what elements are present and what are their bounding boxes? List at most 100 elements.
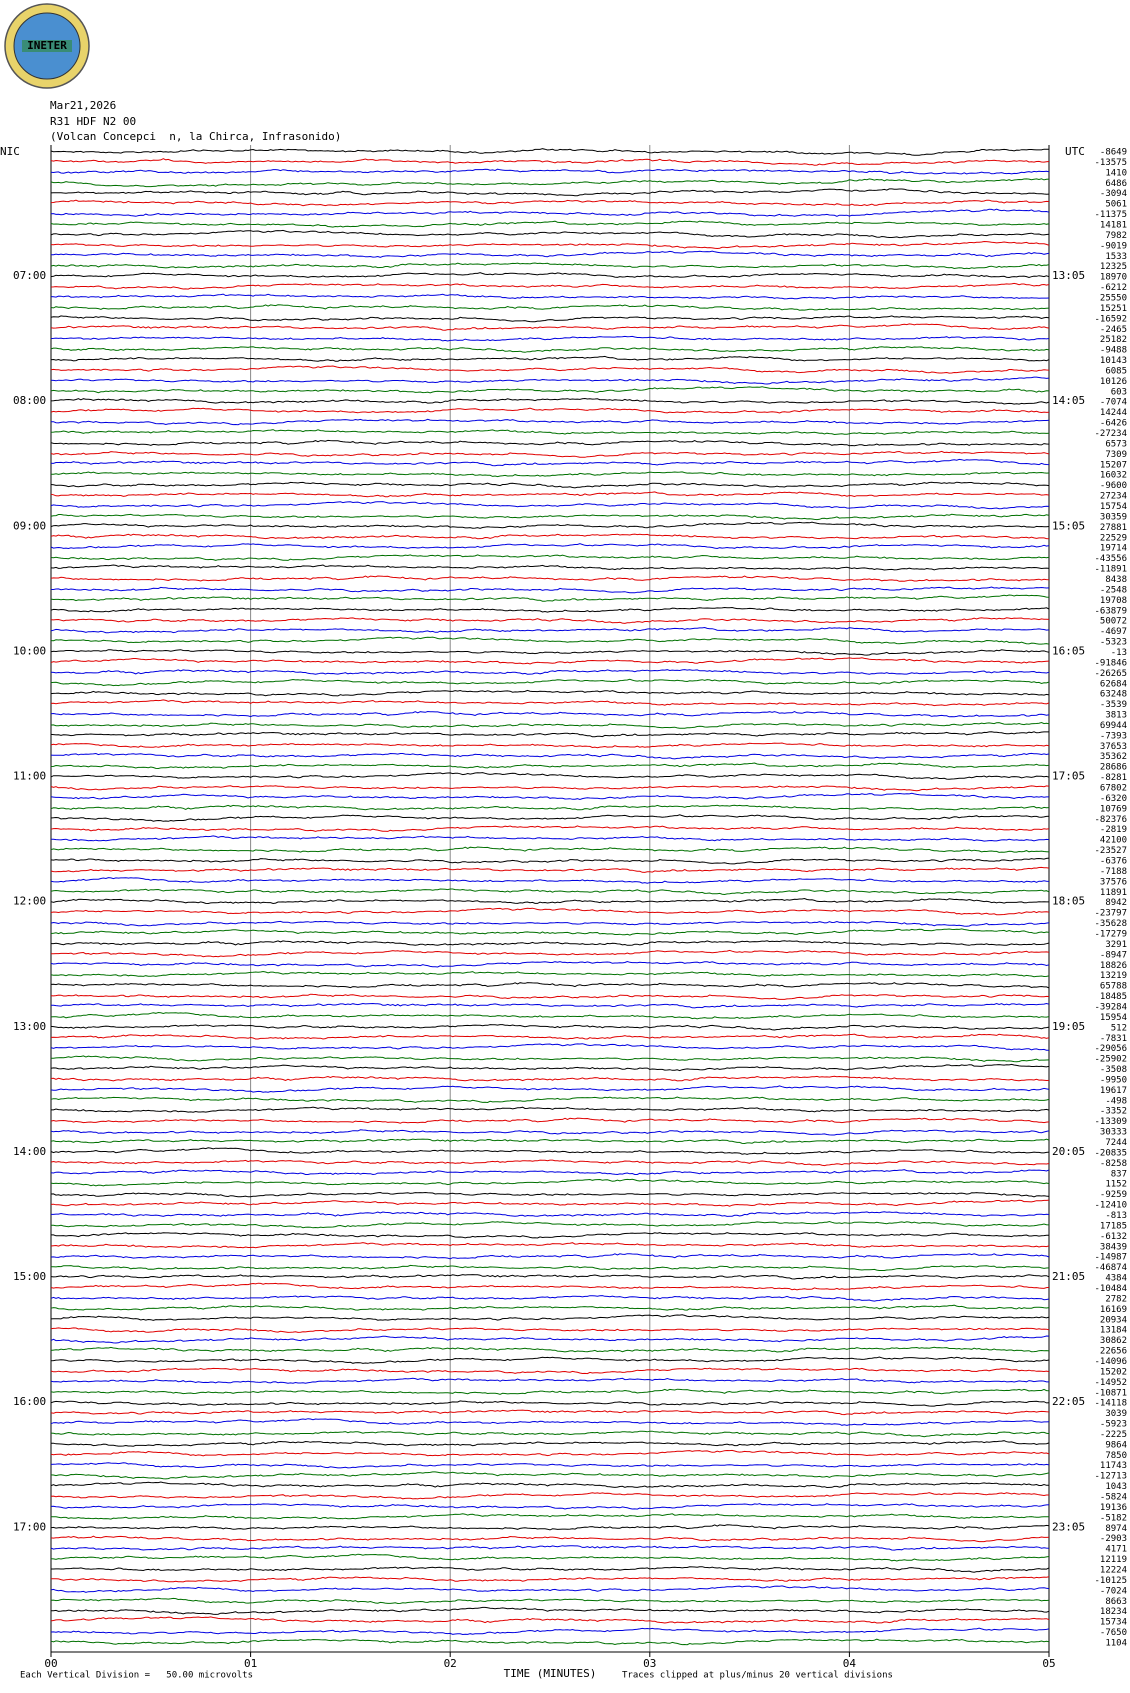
trace [50, 1314, 1050, 1321]
trace-offset: 63248 [1100, 690, 1127, 700]
trace [50, 315, 1050, 323]
trace-offset: -3352 [1100, 1107, 1127, 1117]
trace [50, 1576, 1050, 1583]
trace-offset: -6320 [1100, 794, 1127, 804]
trace [51, 1440, 1050, 1447]
trace [50, 617, 1050, 624]
trace-offset: 8974 [1105, 1524, 1127, 1534]
x-tick-label: 03 [643, 1657, 656, 1670]
trace [50, 857, 1050, 865]
trace [50, 804, 1050, 811]
trace-offset: -91846 [1094, 658, 1127, 668]
trace-offset: -7024 [1100, 1586, 1127, 1596]
trace [50, 1242, 1050, 1249]
trace [50, 877, 1050, 884]
trace [50, 1169, 1050, 1176]
trace-offset: -8258 [1100, 1159, 1127, 1169]
trace-offset: 4384 [1105, 1274, 1127, 1284]
trace [50, 1085, 1050, 1093]
trace [50, 1462, 1050, 1469]
logo-text: INETER [27, 39, 67, 52]
trace [51, 940, 1050, 946]
trace [50, 1011, 1050, 1020]
trace-offset: 12224 [1100, 1566, 1127, 1576]
trace-offset: 1104 [1105, 1639, 1127, 1649]
trace-offset: -14096 [1094, 1357, 1127, 1367]
trace-offset: 22656 [1100, 1347, 1127, 1357]
trace [50, 168, 1050, 175]
trace [50, 250, 1050, 258]
right-hour: 17:05 [1052, 770, 1085, 783]
trace [50, 721, 1050, 729]
trace-offset: 15754 [1100, 502, 1127, 512]
trace-offset: 9864 [1105, 1440, 1127, 1450]
trace-offset: 18234 [1100, 1607, 1127, 1617]
trace-offset: -14987 [1094, 1253, 1127, 1263]
trace [50, 1430, 1050, 1438]
trace [50, 1159, 1050, 1167]
trace-offset: 10126 [1100, 377, 1127, 387]
trace [50, 1147, 1050, 1155]
trace [50, 1471, 1050, 1480]
trace-offset: -813 [1105, 1211, 1127, 1221]
trace [50, 1138, 1050, 1145]
trace-offset: 65788 [1100, 982, 1127, 992]
trace-offset: -4697 [1100, 627, 1127, 637]
trace [50, 481, 1050, 489]
trace [50, 785, 1050, 792]
logo: INETER [4, 3, 90, 89]
trace [51, 1264, 1050, 1271]
trace-offset: -3508 [1100, 1065, 1127, 1075]
trace [50, 564, 1050, 571]
trace [50, 262, 1050, 270]
trace [50, 1418, 1050, 1426]
right-hour: 21:05 [1052, 1270, 1085, 1283]
trace [50, 208, 1050, 217]
station: R31 HDF N2 00 [50, 115, 136, 128]
trace [50, 742, 1050, 749]
trace-offset: 3291 [1105, 940, 1127, 950]
trace-offset: -26265 [1094, 669, 1127, 679]
trace [50, 450, 1050, 458]
trace-offset: -5824 [1100, 1493, 1127, 1503]
trace-offset: -9259 [1100, 1190, 1127, 1200]
trace-offset: -29056 [1094, 1044, 1127, 1054]
trace-offset: 1533 [1105, 252, 1127, 262]
x-tick-label: 01 [244, 1657, 257, 1670]
trace [50, 1295, 1050, 1302]
trace [50, 1545, 1050, 1551]
trace [50, 1033, 1050, 1040]
trace-offset: -6426 [1100, 419, 1127, 429]
trace [50, 699, 1050, 707]
left-zone: NIC [0, 145, 20, 158]
x-tick-label: 05 [1042, 1657, 1055, 1670]
x-label: TIME (MINUTES) [504, 1667, 597, 1680]
trace-offset: 18485 [1100, 992, 1127, 1002]
trace-offset: 38439 [1100, 1242, 1127, 1252]
trace [50, 1096, 1050, 1104]
trace-offset: 12119 [1100, 1555, 1127, 1565]
trace-offset: 50072 [1100, 617, 1127, 627]
trace-offset: 25182 [1100, 335, 1127, 345]
trace [50, 1367, 1050, 1375]
trace-offset: 3039 [1105, 1409, 1127, 1419]
trace [50, 762, 1050, 770]
trace [50, 1191, 1050, 1198]
trace [50, 533, 1050, 540]
trace-offset: 8438 [1105, 575, 1127, 585]
left-hour: 15:00 [13, 1270, 46, 1283]
trace [51, 471, 1050, 478]
right-hour: 22:05 [1052, 1395, 1085, 1408]
trace [50, 866, 1050, 873]
trace-offset: 1152 [1105, 1180, 1127, 1190]
trace [50, 626, 1050, 634]
trace [50, 982, 1050, 989]
trace-offset: -11891 [1094, 565, 1127, 575]
trace-offset: 7982 [1105, 231, 1127, 241]
trace-offset: -27234 [1094, 429, 1127, 439]
trace [50, 907, 1050, 916]
trace-offset: -10125 [1094, 1576, 1127, 1586]
trace [50, 1449, 1050, 1457]
trace [50, 1178, 1050, 1187]
trace-offset: 10769 [1100, 804, 1127, 814]
